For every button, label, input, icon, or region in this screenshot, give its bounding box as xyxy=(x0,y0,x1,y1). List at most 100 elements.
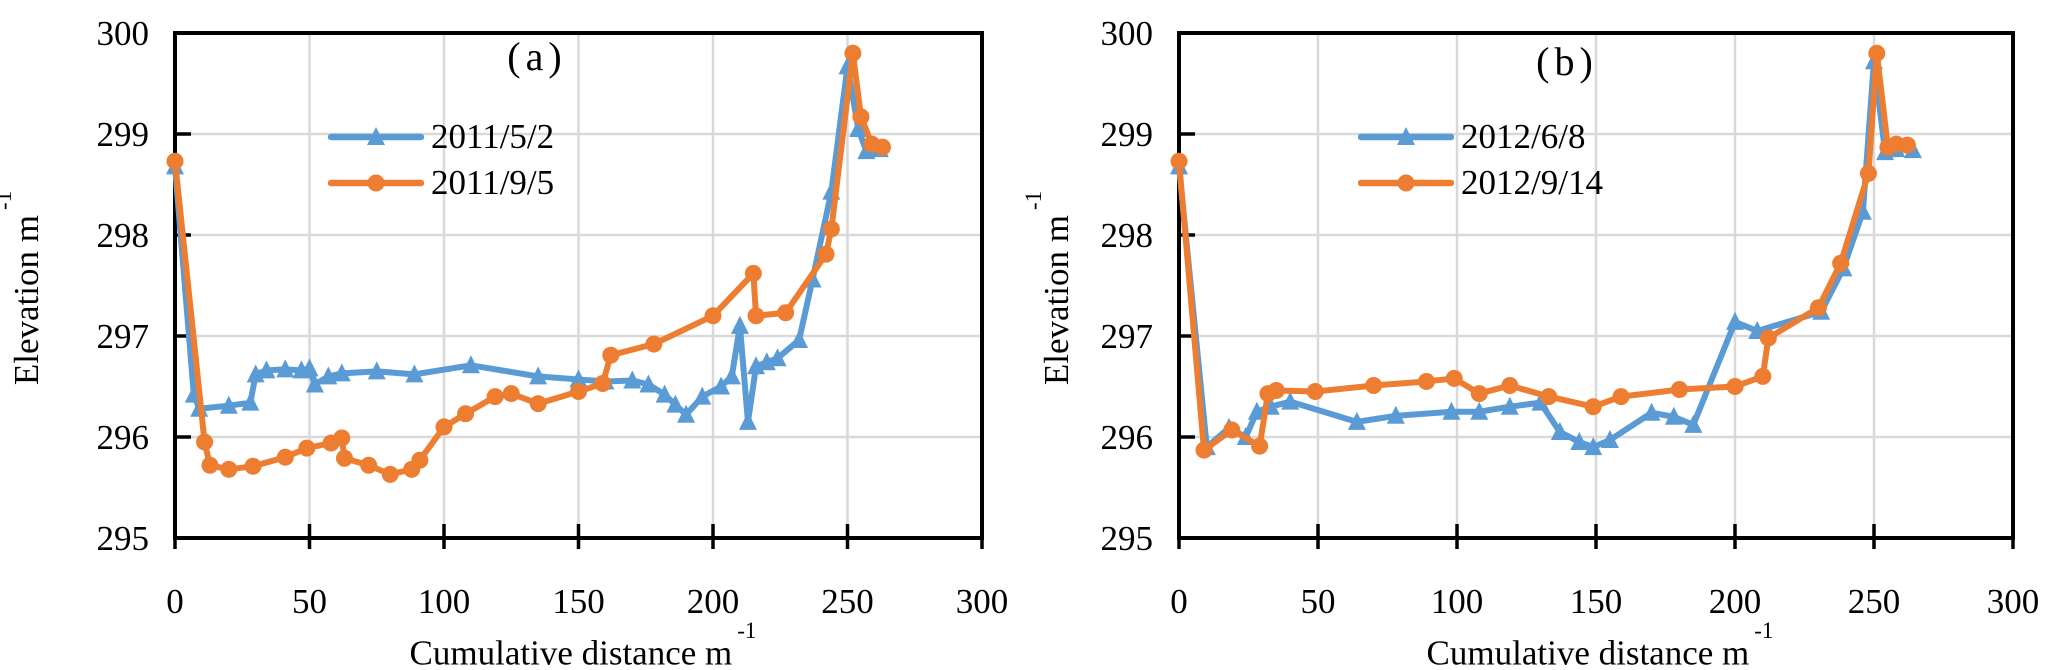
circle-marker-icon xyxy=(298,439,316,457)
triangle-marker-icon xyxy=(1600,430,1619,449)
circle-marker-icon xyxy=(381,465,399,483)
circle-marker-icon xyxy=(817,245,835,263)
circle-marker-icon xyxy=(1832,254,1850,272)
circle-marker-icon xyxy=(1809,299,1827,317)
triangle-marker-icon xyxy=(305,374,324,393)
circle-marker-icon xyxy=(594,374,612,392)
circle-marker-icon xyxy=(1445,369,1463,387)
triangle-marker-icon xyxy=(1642,402,1661,421)
circle-marker-icon xyxy=(1195,441,1213,459)
circle-marker-icon xyxy=(1306,383,1324,401)
circle-marker-icon xyxy=(333,429,351,447)
circle-marker-icon xyxy=(1170,152,1188,170)
circle-marker-icon xyxy=(335,449,353,467)
circle-marker-icon xyxy=(1365,376,1383,394)
series-markers-2012/9/14 xyxy=(1170,44,1916,459)
triangle-marker-icon xyxy=(219,395,238,414)
circle-marker-icon xyxy=(457,405,475,423)
series-line-2011/9/5 xyxy=(172,50,886,478)
circle-marker-icon xyxy=(1859,164,1877,182)
triangle-marker-icon xyxy=(1684,414,1703,433)
triangle-marker-icon xyxy=(405,364,424,383)
circle-marker-icon xyxy=(486,388,504,406)
triangle-marker-icon xyxy=(1386,405,1405,424)
circle-marker-icon xyxy=(166,152,184,170)
plot-border xyxy=(173,31,984,540)
triangle-marker-icon xyxy=(1281,391,1300,410)
series-markers-2011/9/5 xyxy=(166,44,891,483)
circle-marker-icon xyxy=(1540,388,1558,406)
triangle-marker-icon xyxy=(1570,432,1589,451)
triangle-marker-icon xyxy=(1550,421,1569,440)
circle-marker-icon xyxy=(1612,388,1630,406)
circle-marker-icon xyxy=(1223,421,1241,439)
circle-marker-icon xyxy=(844,44,862,62)
triangle-marker-icon xyxy=(677,404,696,423)
circle-marker-icon xyxy=(822,220,840,238)
triangle-marker-icon xyxy=(1442,401,1461,420)
circle-marker-icon xyxy=(276,448,294,466)
circle-marker-icon xyxy=(744,264,762,282)
chart-panel-b xyxy=(1170,31,2015,549)
circle-marker-icon xyxy=(1754,367,1772,385)
triangle-marker-icon xyxy=(367,361,386,380)
triangle-marker-icon xyxy=(655,384,674,403)
circle-marker-icon xyxy=(704,307,722,325)
circle-marker-icon xyxy=(1868,44,1886,62)
triangle-marker-icon xyxy=(1584,437,1603,456)
circle-marker-icon xyxy=(873,138,891,156)
plot-border xyxy=(1177,31,2015,540)
circle-marker-icon xyxy=(529,395,547,413)
triangle-marker-icon xyxy=(623,370,642,389)
triangle-marker-icon xyxy=(319,366,338,385)
triangle-marker-icon xyxy=(1664,406,1683,425)
triangle-marker-icon xyxy=(332,363,351,382)
circle-marker-icon xyxy=(244,457,262,475)
triangle-marker-icon xyxy=(276,359,295,378)
triangle-marker-icon xyxy=(241,392,260,411)
triangle-marker-icon xyxy=(666,394,685,413)
chart-panel-a xyxy=(166,31,984,549)
circle-marker-icon xyxy=(1584,398,1602,416)
circle-marker-icon xyxy=(1726,378,1744,395)
triangle-marker-icon xyxy=(693,386,712,405)
circle-marker-icon xyxy=(435,418,453,436)
circle-marker-icon xyxy=(196,433,214,451)
circle-marker-icon xyxy=(570,383,587,401)
circle-marker-icon xyxy=(502,385,520,403)
circle-marker-icon xyxy=(1501,376,1519,394)
circle-marker-icon xyxy=(411,451,429,469)
triangle-marker-icon xyxy=(461,355,480,374)
circle-marker-icon xyxy=(747,307,765,325)
circle-marker-icon xyxy=(1251,437,1269,455)
triangle-marker-icon xyxy=(849,118,868,137)
triangle-marker-icon xyxy=(1470,401,1489,420)
triangle-marker-icon xyxy=(712,376,731,395)
circle-marker-icon xyxy=(645,335,663,353)
circle-marker-icon xyxy=(360,456,378,474)
circle-marker-icon xyxy=(1898,136,1916,154)
circle-marker-icon xyxy=(1759,329,1777,347)
circle-marker-icon xyxy=(852,108,870,126)
triangle-marker-icon xyxy=(300,358,319,377)
triangle-marker-icon xyxy=(738,411,757,430)
circle-marker-icon xyxy=(220,460,238,478)
triangle-marker-icon xyxy=(569,369,588,388)
triangle-marker-icon xyxy=(529,366,548,385)
circle-marker-icon xyxy=(1417,372,1435,390)
circle-marker-icon xyxy=(1470,385,1488,403)
triangle-marker-icon xyxy=(639,374,658,393)
triangle-marker-icon xyxy=(1500,396,1519,415)
triangle-marker-icon xyxy=(768,348,787,367)
circle-marker-icon xyxy=(1670,381,1688,399)
triangle-marker-icon xyxy=(730,315,749,334)
circle-marker-icon xyxy=(602,346,620,364)
gridlines xyxy=(177,35,980,536)
triangle-marker-icon xyxy=(1531,392,1550,411)
circle-marker-icon xyxy=(777,304,795,322)
triangle-marker-icon xyxy=(790,330,809,349)
triangle-marker-icon xyxy=(722,366,741,385)
triangle-marker-icon xyxy=(1247,401,1266,420)
